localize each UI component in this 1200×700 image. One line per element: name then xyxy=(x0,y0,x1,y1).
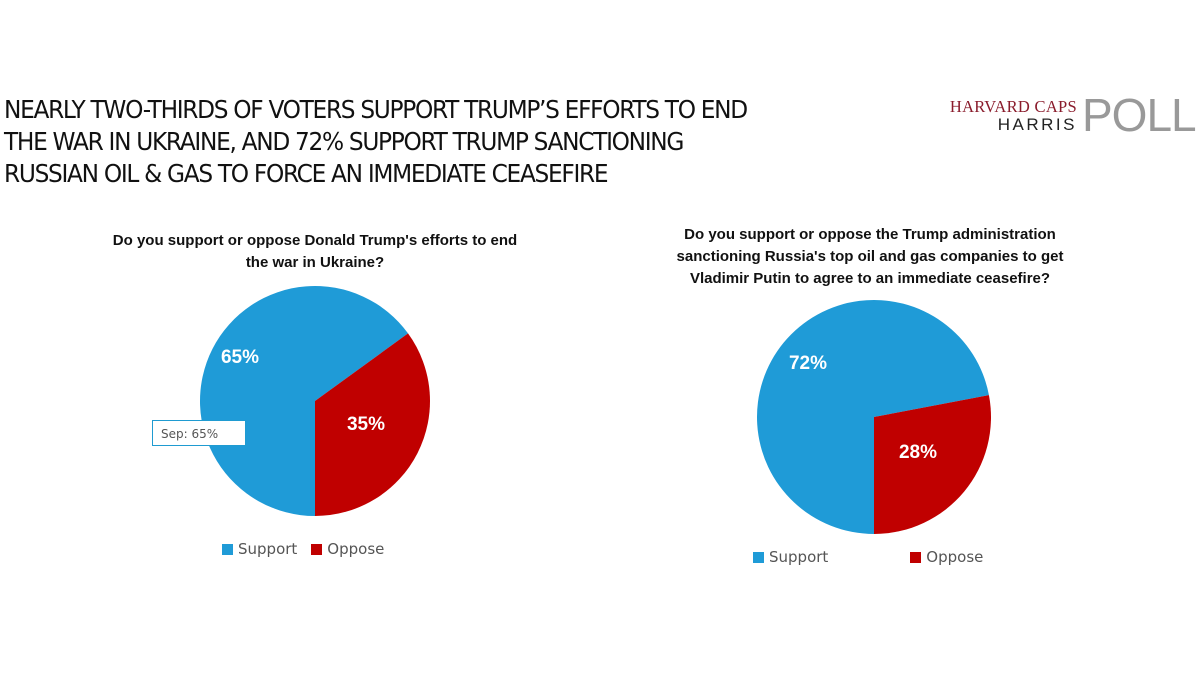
chart-1-question-line-1: Do you support or oppose Donald Trump's … xyxy=(112,232,518,249)
legend-label: Support xyxy=(238,540,298,558)
chart-2-question: Do you support or oppose the Trump admin… xyxy=(620,224,1120,290)
chart-2-question-line-2: sanctioning Russia's top oil and gas com… xyxy=(676,248,1064,265)
oppose-data-label: 28% xyxy=(899,442,937,463)
headline: NEARLY TWO-THIRDS OF VOTERS SUPPORT TRUM… xyxy=(4,94,860,190)
oppose-swatch-icon xyxy=(311,543,323,555)
support-swatch-icon xyxy=(753,551,764,563)
legend-item-oppose: Oppose xyxy=(910,548,983,566)
chart-1-tooltip: Sep: 65% xyxy=(152,420,246,446)
logo-line-2: HARRIS xyxy=(997,115,1077,134)
support-slice xyxy=(199,285,409,516)
headline-line-1: NEARLY TWO-THIRDS OF VOTERS SUPPORT TRUM… xyxy=(4,95,748,124)
logo-mark: POLL xyxy=(1082,89,1197,141)
oppose-data-label: 35% xyxy=(347,414,385,435)
harvard-caps-harris-poll-logo: HARVARD CAPS HARRIS POLL xyxy=(940,92,1197,142)
logo-line-1: HARVARD CAPS xyxy=(949,97,1077,116)
chart-1-question-line-2: the war in Ukraine? xyxy=(245,254,385,271)
pie-chart-2: 72% 28% xyxy=(757,300,992,534)
chart-1-question: Do you support or oppose Donald Trump's … xyxy=(60,230,570,274)
chart-1-legend: Support Oppose xyxy=(222,540,384,558)
support-slice xyxy=(757,300,989,534)
support-swatch-icon xyxy=(222,543,233,555)
legend-label: Oppose xyxy=(926,548,984,566)
oppose-slice xyxy=(315,333,430,516)
legend-label: Oppose xyxy=(327,540,385,558)
headline-line-2: THE WAR IN UKRAINE, AND 72% SUPPORT TRUM… xyxy=(4,127,684,156)
legend-item-oppose: Oppose xyxy=(311,540,384,558)
chart-2-question-line-3: Vladimir Putin to agree to an immediate … xyxy=(689,270,1051,287)
oppose-swatch-icon xyxy=(910,551,922,563)
legend-label: Support xyxy=(769,548,829,566)
headline-line-3: RUSSIAN OIL & GAS TO FORCE AN IMMEDIATE … xyxy=(4,159,609,188)
pie-chart-1: 65% 35% xyxy=(199,285,430,516)
oppose-slice xyxy=(874,395,992,534)
legend-item-support: Support xyxy=(222,540,297,558)
chart-2-legend: Support Oppose xyxy=(753,548,983,566)
chart-2-question-line-1: Do you support or oppose the Trump admin… xyxy=(684,226,1056,243)
support-data-label: 65% xyxy=(221,347,259,368)
legend-item-support: Support xyxy=(753,548,828,566)
support-data-label: 72% xyxy=(789,353,827,374)
